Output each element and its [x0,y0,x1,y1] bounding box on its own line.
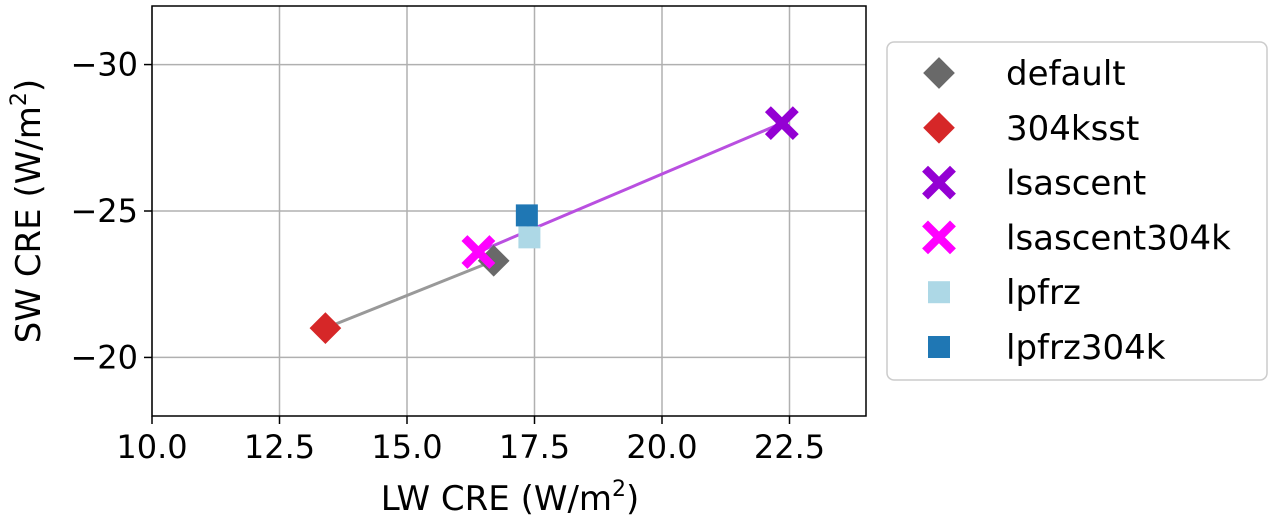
x-axis-label: LW CRE (W/m2) [381,477,640,519]
legend-marker-304ksst [923,111,955,144]
point-lsascent [764,106,799,141]
legend-label-lsascent: lsascent [1006,164,1146,204]
legend-marker-lsascent [922,165,956,200]
legend-label-lpfrz: lpfrz [1006,273,1081,313]
legend-marker-default [923,57,955,89]
y-axis-ticks: −30 −25 −20 [70,46,152,376]
connector-line [324,259,495,330]
x-tick-label: 10.0 [116,428,187,466]
y-tick-label: −25 [70,192,138,230]
legend-marker-lsascent304k [922,220,956,255]
x-tick-label: 20.0 [626,428,697,466]
legend-label-304ksst: 304ksst [1006,109,1139,149]
grid-lines [151,6,866,416]
point-304ksst [309,312,342,344]
legend-label-lpfrz304k: lpfrz304k [1006,328,1166,368]
legend-label-default: default [1006,54,1126,94]
x-tick-label: 12.5 [244,428,315,466]
y-tick-label: −30 [70,46,138,84]
connector-lines [324,121,783,330]
legend: default 304ksst lsascent lsascent304k lpfrz l… [886,41,1268,381]
legend-items: default 304ksst lsascent lsascent304k lpfrz l… [922,54,1231,368]
point-lpfrz304k [515,204,538,227]
point-lsascent304k [461,235,496,269]
x-tick-label: 15.0 [371,428,442,466]
x-tick-label: 17.5 [499,428,570,466]
y-tick-label: −20 [70,338,138,376]
legend-label-lsascent304k: lsascent304k [1006,218,1231,258]
legend-marker-lpfrz [928,281,950,304]
data-points [309,106,799,344]
x-axis-ticks: 10.0 12.5 15.0 17.5 20.0 22.5 [116,416,825,466]
legend-box [886,41,1268,381]
y-axis-label: SW CRE (W/m2) [7,79,49,343]
point-default [477,244,510,277]
legend-marker-lpfrz304k [928,336,950,358]
x-tick-label: 22.5 [754,428,825,466]
point-lpfrz [518,226,541,249]
